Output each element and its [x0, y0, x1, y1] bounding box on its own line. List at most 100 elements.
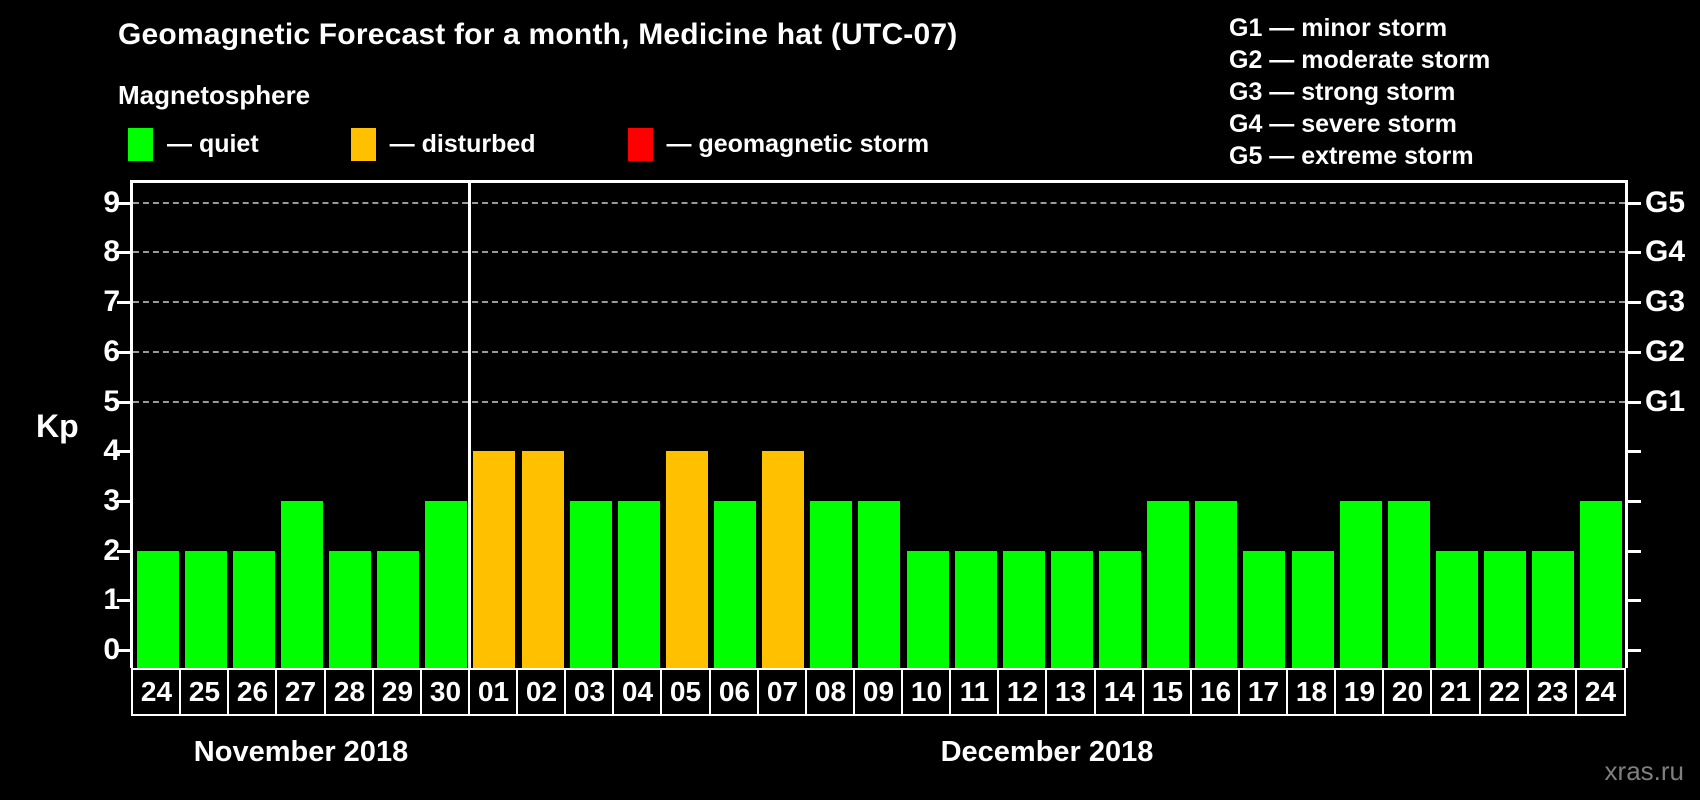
kp-bar-dec-01 [473, 451, 515, 668]
y-tick-label-7: 7 [103, 285, 120, 319]
day-label-dec-17: 17 [1238, 668, 1289, 716]
g-axis-label-g3: G3 [1645, 285, 1686, 319]
kp-bar-dec-05 [666, 451, 708, 668]
kp-bar-dec-03 [570, 500, 612, 668]
legend-item-storm: — geomagnetic storm [627, 128, 930, 161]
legend-swatch-storm-icon [627, 128, 653, 161]
y-axis-tick-8 [117, 251, 130, 255]
g-axis-label-g2: G2 [1645, 334, 1686, 368]
kp-bar-dec-08 [810, 500, 852, 668]
day-label-nov-25: 25 [179, 668, 230, 716]
day-label-dec-18: 18 [1286, 668, 1337, 716]
y-axis-tick-0 [117, 649, 130, 652]
watermark: xras.ru [1604, 756, 1684, 786]
day-label-dec-06: 06 [709, 668, 760, 716]
gridline-kp-8 [133, 251, 1625, 254]
day-label-dec-04: 04 [612, 668, 663, 716]
legend-item-label: — disturbed [389, 130, 536, 158]
g-axis-label-g5: G5 [1645, 185, 1686, 219]
g-legend-line-g5: G5 — extreme storm [1229, 142, 1474, 170]
right-axis-tick-2 [1628, 549, 1641, 553]
day-label-dec-24: 24 [1575, 668, 1626, 716]
y-axis-label: Kp [36, 408, 79, 444]
y-axis-tick-9 [117, 201, 130, 205]
kp-bar-dec-09 [858, 500, 900, 668]
legend-swatch-quiet-icon [128, 128, 153, 161]
day-label-nov-24: 24 [131, 668, 182, 716]
kp-bar-dec-21 [1436, 550, 1478, 668]
right-axis-line [1625, 180, 1628, 668]
day-label-nov-27: 27 [275, 668, 326, 716]
g-axis-label-g1: G1 [1645, 384, 1686, 418]
day-label-dec-08: 08 [805, 668, 856, 716]
day-label-dec-12: 12 [997, 668, 1048, 716]
y-axis-line [130, 180, 133, 668]
g-axis-label-g4: G4 [1645, 235, 1686, 269]
legend-item-label: — geomagnetic storm [666, 130, 930, 158]
day-label-dec-05: 05 [660, 668, 711, 716]
y-axis-tick-6 [117, 350, 130, 354]
plot-area [133, 183, 1625, 668]
day-label-nov-29: 29 [372, 668, 423, 716]
gridline-kp-6 [133, 350, 1625, 353]
y-axis-tick-7 [117, 301, 130, 305]
right-axis-tick-7 [1628, 301, 1641, 305]
day-label-dec-01: 01 [468, 668, 519, 716]
legend-swatch-disturbed-icon [350, 128, 376, 161]
y-axis-tick-1 [117, 599, 130, 603]
kp-bar-dec-17 [1243, 550, 1285, 668]
g-legend-line-g2: G2 — moderate storm [1229, 46, 1491, 74]
right-axis-tick-3 [1628, 499, 1641, 503]
kp-bar-dec-06 [714, 500, 756, 668]
g-legend-line-g4: G4 — severe storm [1229, 110, 1457, 138]
legend-item-disturbed: — disturbed [350, 128, 536, 161]
g-legend-line-g3: G3 — strong storm [1229, 78, 1456, 106]
day-label-dec-21: 21 [1430, 668, 1481, 716]
day-label-dec-22: 22 [1479, 668, 1530, 716]
right-axis-tick-1 [1628, 599, 1641, 603]
month-label-december-2018: December 2018 [940, 736, 1154, 768]
day-label-dec-20: 20 [1382, 668, 1433, 716]
kp-bar-dec-23 [1532, 550, 1574, 668]
kp-bar-nov-26 [233, 550, 275, 668]
kp-bar-dec-15 [1147, 500, 1189, 668]
chart-title: Geomagnetic Forecast for a month, Medici… [118, 18, 958, 51]
gridline-kp-9 [133, 201, 1625, 204]
month-separator-line [468, 183, 471, 668]
kp-bar-dec-22 [1484, 550, 1526, 668]
day-label-dec-10: 10 [901, 668, 952, 716]
legend-item-quiet: — quiet [128, 128, 259, 161]
y-tick-label-9: 9 [103, 185, 120, 219]
kp-bar-dec-18 [1292, 550, 1334, 668]
day-label-dec-02: 02 [516, 668, 567, 716]
kp-bar-dec-19 [1340, 500, 1382, 668]
y-tick-label-4: 4 [103, 434, 120, 468]
g-scale-legend: G1 — minor storm G2 — moderate storm G3 — … [1229, 12, 1490, 172]
day-label-dec-07: 07 [757, 668, 808, 716]
day-label-dec-23: 23 [1527, 668, 1578, 716]
right-axis-tick-0 [1628, 649, 1641, 652]
day-label-dec-15: 15 [1142, 668, 1193, 716]
y-tick-label-5: 5 [103, 384, 120, 418]
kp-bar-dec-24 [1580, 500, 1622, 668]
y-tick-label-6: 6 [103, 334, 120, 368]
y-tick-label-1: 1 [103, 583, 120, 617]
y-axis-tick-5 [117, 400, 130, 404]
right-axis-tick-8 [1628, 251, 1641, 255]
gridline-kp-7 [133, 301, 1625, 304]
month-label-november-2018: November 2018 [193, 736, 409, 768]
right-axis-tick-5 [1628, 400, 1641, 404]
kp-bar-dec-13 [1051, 550, 1093, 668]
day-label-dec-03: 03 [564, 668, 615, 716]
kp-bar-dec-07 [762, 451, 804, 668]
legend-item-label: — quiet [167, 130, 259, 158]
day-label-dec-11: 11 [949, 668, 1000, 716]
day-label-dec-13: 13 [1045, 668, 1096, 716]
y-tick-label-3: 3 [103, 483, 120, 517]
y-tick-label-2: 2 [103, 533, 120, 567]
kp-bar-dec-14 [1099, 550, 1141, 668]
kp-bar-dec-02 [522, 451, 564, 668]
kp-bar-dec-12 [1003, 550, 1045, 668]
kp-bar-nov-30 [425, 500, 467, 668]
y-axis-tick-3 [117, 499, 130, 503]
